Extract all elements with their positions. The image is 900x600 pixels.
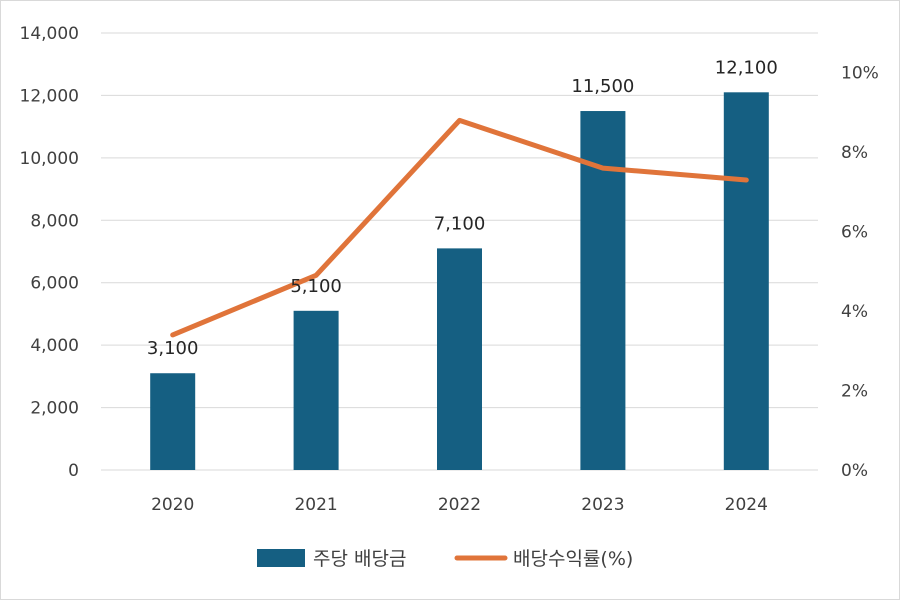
y-left-tick-label: 10,000 [20,149,79,169]
y-left-tick-label: 0 [68,461,79,481]
y-right-tick-label: 6% [841,223,868,243]
x-tick-label: 2022 [438,495,481,515]
bar-data-label: 5,100 [290,276,342,297]
bar [437,248,482,470]
bar-data-label: 7,100 [434,213,486,234]
bar-data-label: 11,500 [571,76,634,97]
y-right-tick-label: 4% [841,302,868,322]
bar-data-label: 3,100 [147,338,199,359]
y-left-tick-label: 12,000 [20,86,79,106]
y-right-tick-label: 0% [841,461,868,481]
x-tick-label: 2024 [725,495,768,515]
y-left-tick-label: 14,000 [20,24,79,44]
x-tick-label: 2021 [294,495,337,515]
legend-swatch-bar [257,549,305,567]
y-right-tick-label: 2% [841,382,868,402]
y-left-tick-label: 4,000 [30,336,79,356]
y-right-tick-label: 8% [841,143,868,163]
y-left-tick-label: 8,000 [30,211,79,231]
y-left-tick-label: 2,000 [30,399,79,419]
line-series [170,117,749,338]
legend-label-bar: 주당 배당금 [313,548,406,570]
legend-label-line: 배당수익률(%) [513,548,633,570]
bar [293,310,339,470]
bar [723,92,769,471]
x-tick-label: 2023 [581,495,624,515]
x-tick-label: 2020 [151,495,194,515]
bar-data-label: 12,100 [715,57,778,78]
bar [150,373,196,470]
y-left-tick-label: 6,000 [30,274,79,294]
y-right-tick-label: 10% [841,64,879,84]
